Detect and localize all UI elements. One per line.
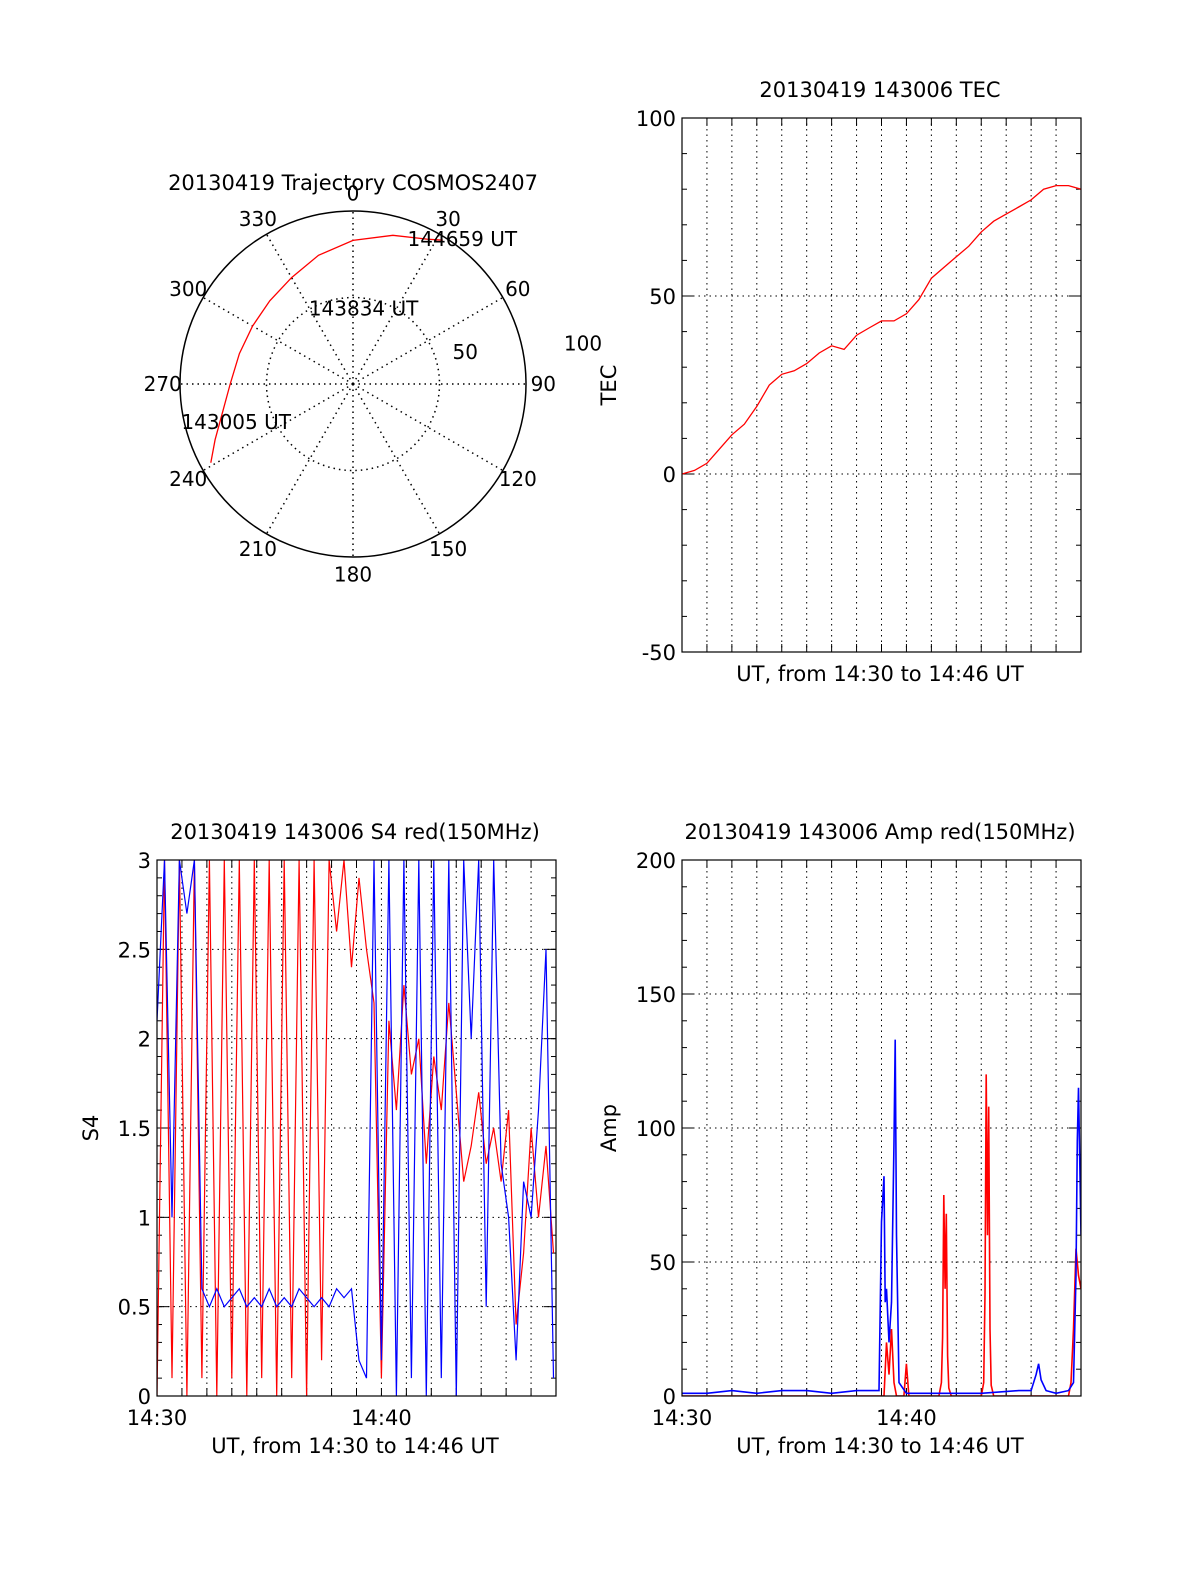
y-tick-label: 0: [138, 1385, 151, 1409]
y-tick-label: 3: [138, 849, 151, 873]
amp-panel: 20130419 143006 Amp red(150MHz) UT, from…: [597, 820, 1082, 1458]
polar-spoke: [352, 233, 441, 385]
series-line-0: [682, 1074, 1081, 1396]
polar-azimuth-label: 0: [347, 182, 360, 206]
polar-azimuth-label: 60: [505, 277, 530, 301]
polar-trajectory-line: [210, 234, 443, 463]
polar-spoke: [265, 233, 354, 385]
polar-trajectory-series: [210, 234, 443, 463]
y-tick-label: 150: [636, 983, 676, 1007]
polar-spoke: [352, 383, 504, 472]
polar-outer-circle: [179, 210, 527, 558]
x-tick-label: 14:40: [351, 1406, 412, 1430]
y-tick-label: 0: [663, 463, 676, 487]
s4-xlabel: UT, from 14:30 to 14:46 UT: [211, 1434, 499, 1458]
x-tick-label: 14:40: [876, 1406, 937, 1430]
polar-time-annotations: 144659 UT 143834 UT 143005 UT: [181, 227, 517, 434]
polar-radius-label: 50: [453, 340, 478, 364]
y-tick-label: 50: [649, 285, 676, 309]
tec-plot-area: -50 0 50 100: [636, 107, 1082, 665]
tec-panel: 20130419 143006 TEC UT, from 14:30 to 14…: [597, 78, 1082, 686]
series-line-0: [157, 860, 555, 1396]
y-tick-label: 1: [138, 1206, 151, 1230]
series-line-1: [682, 1039, 1081, 1395]
polar-spoke: [352, 383, 441, 535]
polar-azimuth-label: 270: [144, 372, 182, 396]
s4-title: 20130419 143006 S4 red(150MHz): [170, 820, 540, 844]
polar-azimuth-label: 180: [334, 562, 372, 586]
x-tick-label: 14:30: [127, 1406, 188, 1430]
amp-ylabel: Amp: [597, 1104, 621, 1152]
polar-azimuth-label: 30: [435, 207, 460, 231]
plot-frame: [681, 117, 1082, 653]
amp-plot-area: 0 50 100 150 200 14:30 14:40: [636, 849, 1082, 1430]
polar-title: 20130419 Trajectory COSMOS2407: [168, 171, 538, 195]
polar-inner-circle: [265, 296, 441, 472]
y-tick-label: 0.5: [118, 1296, 151, 1320]
s4-panel: 20130419 143006 S4 red(150MHz) UT, from …: [79, 820, 557, 1458]
polar-spoke: [202, 383, 354, 472]
polar-azimuth-label: 300: [169, 277, 207, 301]
polar-grid: [179, 210, 527, 558]
y-tick-label: 2.5: [118, 938, 151, 962]
polar-radius-label: 100: [564, 331, 602, 355]
polar-azimuth-label: 120: [499, 467, 537, 491]
polar-spoke: [202, 296, 354, 385]
y-tick-label: 100: [636, 1117, 676, 1141]
polar-azimuth-label: 150: [429, 537, 467, 561]
s4-ylabel: S4: [79, 1115, 103, 1142]
y-tick-label: 100: [636, 107, 676, 131]
polar-time-label: 143834 UT: [309, 297, 419, 321]
polar-spoke: [352, 296, 504, 385]
tec-title: 20130419 143006 TEC: [759, 78, 1000, 102]
x-tick-label: 14:30: [652, 1406, 713, 1430]
y-tick-label: 1.5: [118, 1117, 151, 1141]
y-tick-label: 50: [649, 1251, 676, 1275]
plot-frame: [681, 859, 1082, 1397]
polar-time-label: 144659 UT: [408, 227, 518, 251]
amp-xlabel: UT, from 14:30 to 14:46 UT: [736, 1434, 1024, 1458]
polar-trajectory-panel: 20130419 Trajectory COSMOS2407 0 30 60 90 12…: [144, 171, 602, 586]
polar-azimuth-label: 210: [239, 537, 277, 561]
polar-time-label: 143005 UT: [181, 410, 291, 434]
tec-xlabel: UT, from 14:30 to 14:46 UT: [736, 662, 1024, 686]
y-tick-label: 2: [138, 1028, 151, 1052]
y-tick-label: -50: [642, 641, 676, 665]
plot-frame: [156, 859, 557, 1397]
polar-azimuth-label: 330: [239, 207, 277, 231]
series-line-1: [157, 860, 555, 1396]
amp-title: 20130419 143006 Amp red(150MHz): [684, 820, 1075, 844]
polar-spoke: [265, 383, 354, 535]
series-line-0: [682, 184, 1081, 475]
y-tick-label: 200: [636, 849, 676, 873]
polar-azimuth-label: 90: [531, 372, 556, 396]
polar-azimuth-label: 240: [169, 467, 207, 491]
tec-ylabel: TEC: [597, 365, 621, 407]
polar-azimuth-labels: 0 30 60 90 120 150 180 210 240 270 300 330 50 100: [144, 182, 602, 587]
s4-plot-area: 0 0.5 1 1.5 2 2.5 3 14:30 14:40: [118, 849, 557, 1430]
y-tick-label: 0: [663, 1385, 676, 1409]
